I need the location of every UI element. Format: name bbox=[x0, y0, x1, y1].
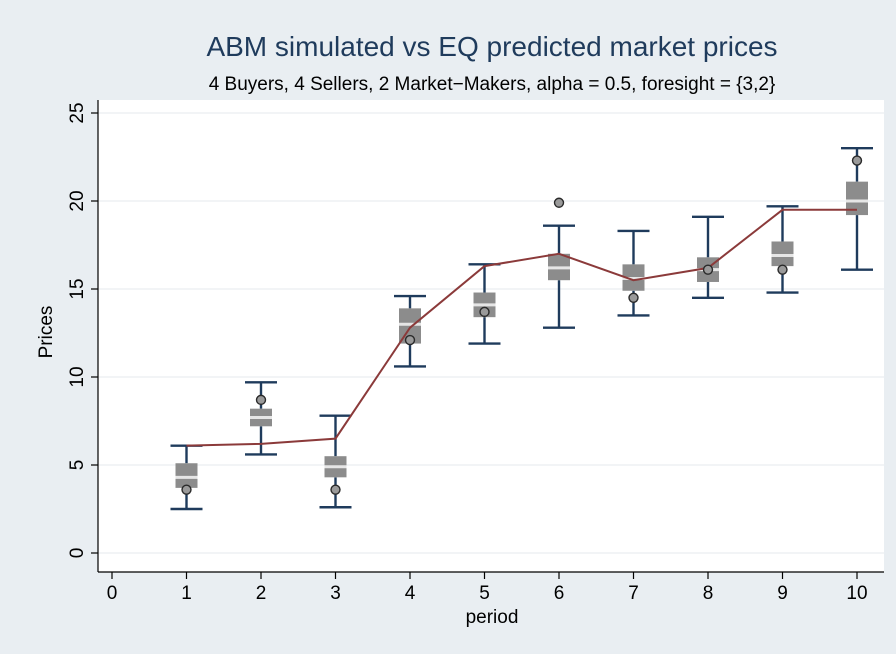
outlier-point bbox=[479, 306, 490, 318]
y-tick-label: 20 bbox=[67, 190, 88, 211]
outlier-point bbox=[404, 334, 416, 346]
outlier-point bbox=[330, 484, 341, 495]
eq-predicted-line bbox=[186, 208, 857, 447]
outlier-point bbox=[777, 264, 788, 275]
box-body bbox=[175, 463, 198, 488]
outlier-point bbox=[702, 264, 714, 275]
x-tick-label: 1 bbox=[181, 583, 192, 604]
box-period-5 bbox=[468, 263, 501, 345]
outlier-point bbox=[255, 394, 267, 406]
plot-area bbox=[98, 100, 884, 572]
eq-line-layer bbox=[186, 208, 857, 447]
y-axis-label: Prices bbox=[36, 306, 57, 359]
box-period-3 bbox=[319, 414, 352, 509]
box-period-10 bbox=[841, 146, 873, 271]
x-tick-label: 4 bbox=[405, 583, 416, 604]
y-tick-label: 0 bbox=[67, 548, 88, 559]
y-tick-label: 5 bbox=[67, 460, 88, 471]
x-axis-label: period bbox=[466, 607, 519, 628]
chart-subtitle: 4 Buyers, 4 Sellers, 2 Market−Makers, al… bbox=[209, 74, 776, 95]
x-tick-label: 5 bbox=[479, 583, 490, 604]
y-tick-label: 25 bbox=[67, 102, 88, 123]
axes: 0 5 10 15 20 25 0 1 2 3 4 5 6 7 8 9 10 bbox=[67, 100, 884, 604]
outlier-point bbox=[628, 292, 639, 303]
box-body bbox=[771, 241, 794, 267]
x-tick-label: 10 bbox=[846, 583, 867, 604]
outlier-point bbox=[181, 484, 192, 495]
x-tick-label: 7 bbox=[628, 583, 639, 604]
x-tick-label: 3 bbox=[330, 583, 341, 604]
box-period-6 bbox=[543, 224, 575, 329]
box-period-7 bbox=[617, 229, 650, 317]
box-period-1 bbox=[170, 444, 203, 511]
x-tick-label: 9 bbox=[777, 583, 788, 604]
outliers bbox=[181, 155, 863, 495]
x-tick-label: 2 bbox=[256, 583, 267, 604]
outlier-point bbox=[553, 197, 565, 208]
x-tick-label: 0 bbox=[107, 583, 118, 604]
y-tick-label: 15 bbox=[67, 278, 88, 299]
x-tick-label: 8 bbox=[703, 583, 714, 604]
grid-lines bbox=[98, 112, 884, 554]
box-body bbox=[846, 181, 868, 216]
chart-title: ABM simulated vs EQ predicted market pri… bbox=[206, 31, 777, 62]
x-tick-label: 6 bbox=[554, 583, 565, 604]
y-tick-label: 10 bbox=[67, 366, 88, 387]
outlier-point bbox=[851, 155, 863, 166]
